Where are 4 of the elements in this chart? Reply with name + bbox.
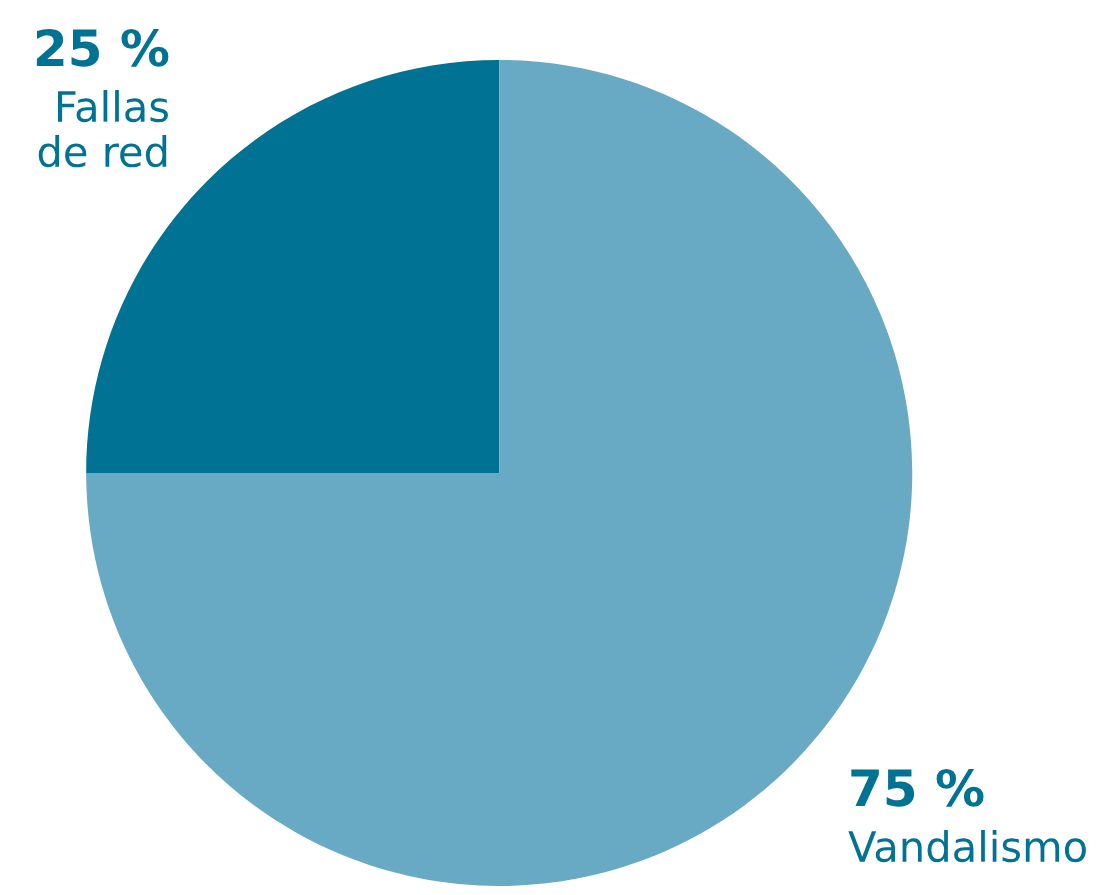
slice-label: Vandalismo: [848, 830, 1086, 863]
data-label: 25 %: [36, 28, 169, 67]
data-label: 75 %: [851, 768, 984, 807]
slice-label: Fallas de red: [38, 90, 168, 168]
